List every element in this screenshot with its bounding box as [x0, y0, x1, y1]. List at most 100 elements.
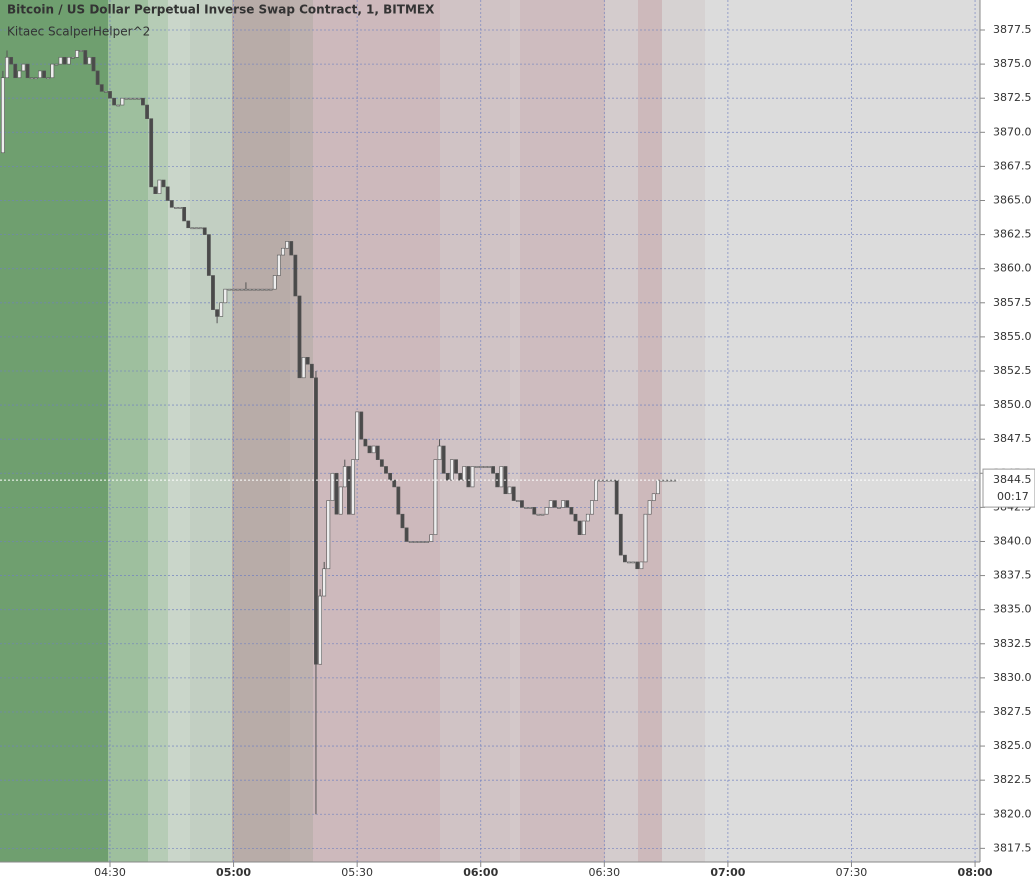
candle-body	[194, 227, 199, 230]
candle-body	[256, 288, 261, 291]
candle-body	[404, 527, 409, 542]
candle-body	[635, 561, 640, 570]
candle-body	[499, 466, 504, 488]
candle-body	[532, 507, 537, 515]
candle-body	[433, 459, 438, 535]
y-tick-label: 3855.0	[993, 330, 1032, 343]
candle-body	[577, 520, 582, 535]
candle-body	[120, 97, 125, 106]
y-tick-label: 3875.0	[993, 57, 1032, 70]
candle-body	[297, 295, 302, 379]
candle-body	[445, 472, 450, 481]
candle-body	[449, 459, 454, 481]
x-tick-label: 04:30	[94, 866, 126, 879]
candle-body	[548, 500, 553, 508]
candle-body	[285, 241, 290, 249]
candle-body	[244, 288, 248, 291]
countdown-label: 00:17	[997, 490, 1029, 503]
y-tick-label: 3870.0	[993, 125, 1032, 138]
candle-body	[359, 411, 364, 440]
candle-body	[466, 466, 471, 488]
candle-body	[91, 56, 96, 72]
y-tick-label: 3832.5	[993, 637, 1032, 650]
candle-body	[573, 513, 578, 522]
candle-body	[614, 479, 619, 515]
candle-body	[594, 479, 598, 501]
candle-body	[153, 186, 158, 194]
candle-body	[231, 288, 236, 291]
candle-body	[627, 561, 631, 564]
candle-body	[536, 513, 541, 516]
candle-body	[552, 500, 557, 508]
candle-body	[590, 500, 594, 515]
candle-body	[458, 472, 463, 481]
candle-body	[248, 288, 252, 291]
candle-body	[95, 70, 100, 85]
last-price-label: 3844.5	[993, 473, 1032, 486]
candle-body	[314, 377, 318, 665]
candle-body	[334, 472, 339, 515]
x-tick-label: 05:30	[341, 866, 373, 879]
candle-body	[21, 63, 26, 72]
candle-body	[223, 288, 228, 304]
candle-body	[429, 534, 434, 542]
y-tick-label: 3850.0	[993, 398, 1032, 411]
candle-body	[9, 56, 14, 65]
indicator-name: Kitaec ScalperHelper^2	[7, 25, 150, 39]
grid	[0, 0, 980, 862]
candle-body	[260, 288, 265, 291]
candle-body	[454, 459, 458, 474]
candle-body	[281, 247, 285, 256]
candle-body	[215, 309, 219, 317]
candle-body	[58, 56, 63, 65]
candle-body	[396, 486, 401, 515]
candle-body	[54, 63, 59, 66]
y-tick-label: 3822.5	[993, 773, 1032, 786]
candle-body	[326, 500, 331, 570]
last-price-box	[982, 468, 1035, 508]
candle-body	[112, 97, 117, 106]
candle-body	[623, 554, 627, 563]
candle-body	[561, 500, 566, 508]
candle-body	[515, 500, 520, 502]
candle-body	[182, 207, 187, 222]
candle-body	[408, 541, 413, 543]
candle-body	[33, 77, 38, 80]
candle-body	[618, 513, 623, 556]
candle-body	[462, 466, 467, 481]
candle-body	[83, 50, 88, 65]
candle-body	[540, 513, 545, 516]
candle-body	[50, 63, 55, 79]
candle-body	[392, 479, 397, 488]
axes: 3817.5 3820.0 3822.5 3825.0 3827.5 3830.0 3832…	[0, 23, 1035, 879]
candle-body	[379, 459, 384, 467]
candle-body	[544, 507, 549, 515]
candle-body	[367, 445, 372, 454]
y-tick-label: 3840.0	[993, 534, 1032, 547]
candle-body	[169, 200, 174, 208]
candle-body	[5, 56, 9, 79]
y-tick-label: 3865.0	[993, 193, 1032, 206]
candle-body	[351, 459, 355, 515]
candle-body	[425, 541, 430, 543]
candle-body	[29, 77, 34, 80]
candle-body	[124, 97, 129, 100]
y-tick-label: 3867.5	[993, 159, 1032, 172]
candle-body	[272, 275, 277, 290]
candle-body	[412, 541, 417, 543]
candle-body	[388, 472, 393, 481]
y-tick-label: 3860.0	[993, 262, 1032, 275]
candle-body	[585, 513, 590, 522]
y-tick-label: 3857.5	[993, 296, 1032, 309]
candle-body	[17, 70, 22, 79]
candle-body	[235, 288, 240, 291]
y-tick-label: 3830.0	[993, 671, 1032, 684]
candle-body	[161, 179, 166, 188]
candle-body	[75, 50, 79, 58]
candle-body	[116, 104, 121, 107]
candle-body	[79, 50, 84, 52]
candle-body	[569, 507, 574, 515]
candle-body	[276, 254, 281, 276]
candle-body	[384, 466, 388, 474]
candle-body	[347, 466, 351, 515]
